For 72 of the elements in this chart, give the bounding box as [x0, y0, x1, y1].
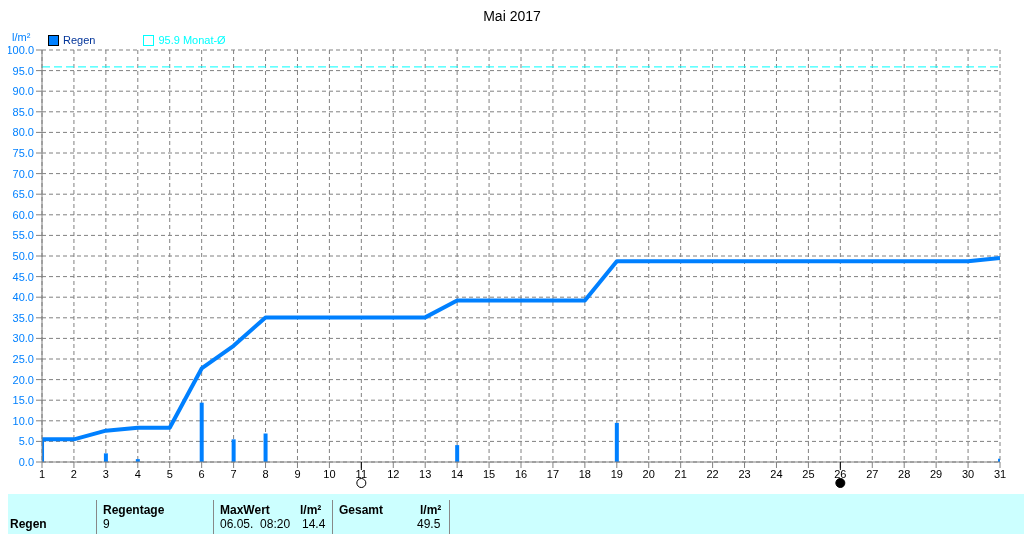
chart-title: Mai 2017	[482, 8, 542, 26]
x-tick-label: 26	[834, 467, 847, 480]
x-tick-label: 22	[706, 467, 719, 480]
x-tick-label: 24	[770, 467, 783, 480]
x-tick-label: 17	[546, 467, 560, 480]
x-tick-label: 16	[514, 467, 528, 480]
x-tick-label: 3	[102, 467, 109, 480]
x-tick-label: 19	[610, 467, 623, 480]
y-tick-label: 90.0	[12, 85, 34, 98]
text: Gesamt	[339, 503, 384, 517]
legend-label: 95.9 Monat-Ø	[157, 34, 226, 46]
y-tick-label: 45.0	[12, 270, 34, 283]
y-tick-label: 0.0	[18, 455, 34, 468]
x-tick-label: 12	[387, 467, 400, 480]
y-tick-label: 30.0	[12, 332, 34, 345]
bar	[231, 439, 236, 462]
y-axis-title: l/m²	[12, 31, 31, 43]
text: Regentage	[103, 503, 165, 517]
x-tick-label: 21	[674, 467, 687, 480]
x-tick-label: 10	[323, 467, 336, 480]
y-tick-label: 50.0	[12, 249, 34, 262]
y-tick-label: 65.0	[12, 188, 34, 201]
bar	[455, 445, 460, 462]
x-tick-label: 11	[355, 467, 368, 480]
x-tick-label: 18	[578, 467, 591, 480]
y-tick-label: 85.0	[12, 105, 34, 118]
text: 14.4	[302, 517, 326, 531]
text: 9	[103, 517, 110, 531]
x-tick-label: 28	[898, 467, 911, 480]
bar	[614, 422, 619, 462]
x-tick-label: 27	[866, 467, 879, 480]
bar	[103, 453, 108, 462]
x-tick-label: 13	[419, 467, 432, 480]
y-tick-label: 10.0	[12, 414, 34, 427]
bar	[263, 433, 268, 462]
y-tick-label: 20.0	[12, 373, 34, 386]
text: l/m²	[300, 503, 322, 517]
text: 49.5	[417, 517, 441, 531]
x-tick-label: 6	[198, 467, 205, 480]
y-tick-label: 95.0	[12, 64, 34, 77]
y-tick-label: 80.0	[12, 126, 34, 139]
x-tick-label: 20	[642, 467, 655, 480]
text: 06.05. 08:20	[220, 517, 291, 531]
x-tick-label: 9	[294, 467, 301, 480]
x-tick-label: 4	[134, 467, 141, 480]
x-tick-label: 14	[451, 467, 464, 480]
x-tick-label: 29	[930, 467, 943, 480]
x-tick-label: 23	[738, 467, 751, 480]
y-tick-label: 40.0	[12, 291, 34, 304]
bar	[199, 402, 204, 462]
y-tick-label: 25.0	[12, 352, 34, 365]
x-tick-label: 5	[166, 467, 173, 480]
y-tick-label: 100.0	[6, 43, 34, 56]
x-tick-label: 30	[961, 467, 975, 480]
x-tick-label: 8	[262, 467, 269, 480]
y-tick-label: 75.0	[12, 146, 34, 159]
y-tick-label: 15.0	[12, 394, 34, 407]
text: Regen	[10, 517, 47, 531]
y-tick-label: 35.0	[12, 311, 34, 324]
legend-label: Regen	[62, 34, 96, 46]
x-tick-label: 1	[38, 467, 46, 480]
x-tick-label: 31	[993, 467, 1007, 480]
y-tick-label: 60.0	[12, 208, 34, 221]
x-tick-label: 25	[802, 467, 815, 480]
x-tick-label: 15	[482, 467, 496, 480]
x-tick-label: 2	[70, 467, 77, 480]
text: l/m²	[420, 503, 442, 517]
y-tick-label: 55.0	[12, 229, 34, 242]
text: MaxWert	[220, 503, 270, 517]
x-tick-label: 7	[230, 467, 237, 480]
y-tick-label: 70.0	[12, 167, 34, 180]
y-tick-label: 5.0	[18, 435, 34, 448]
